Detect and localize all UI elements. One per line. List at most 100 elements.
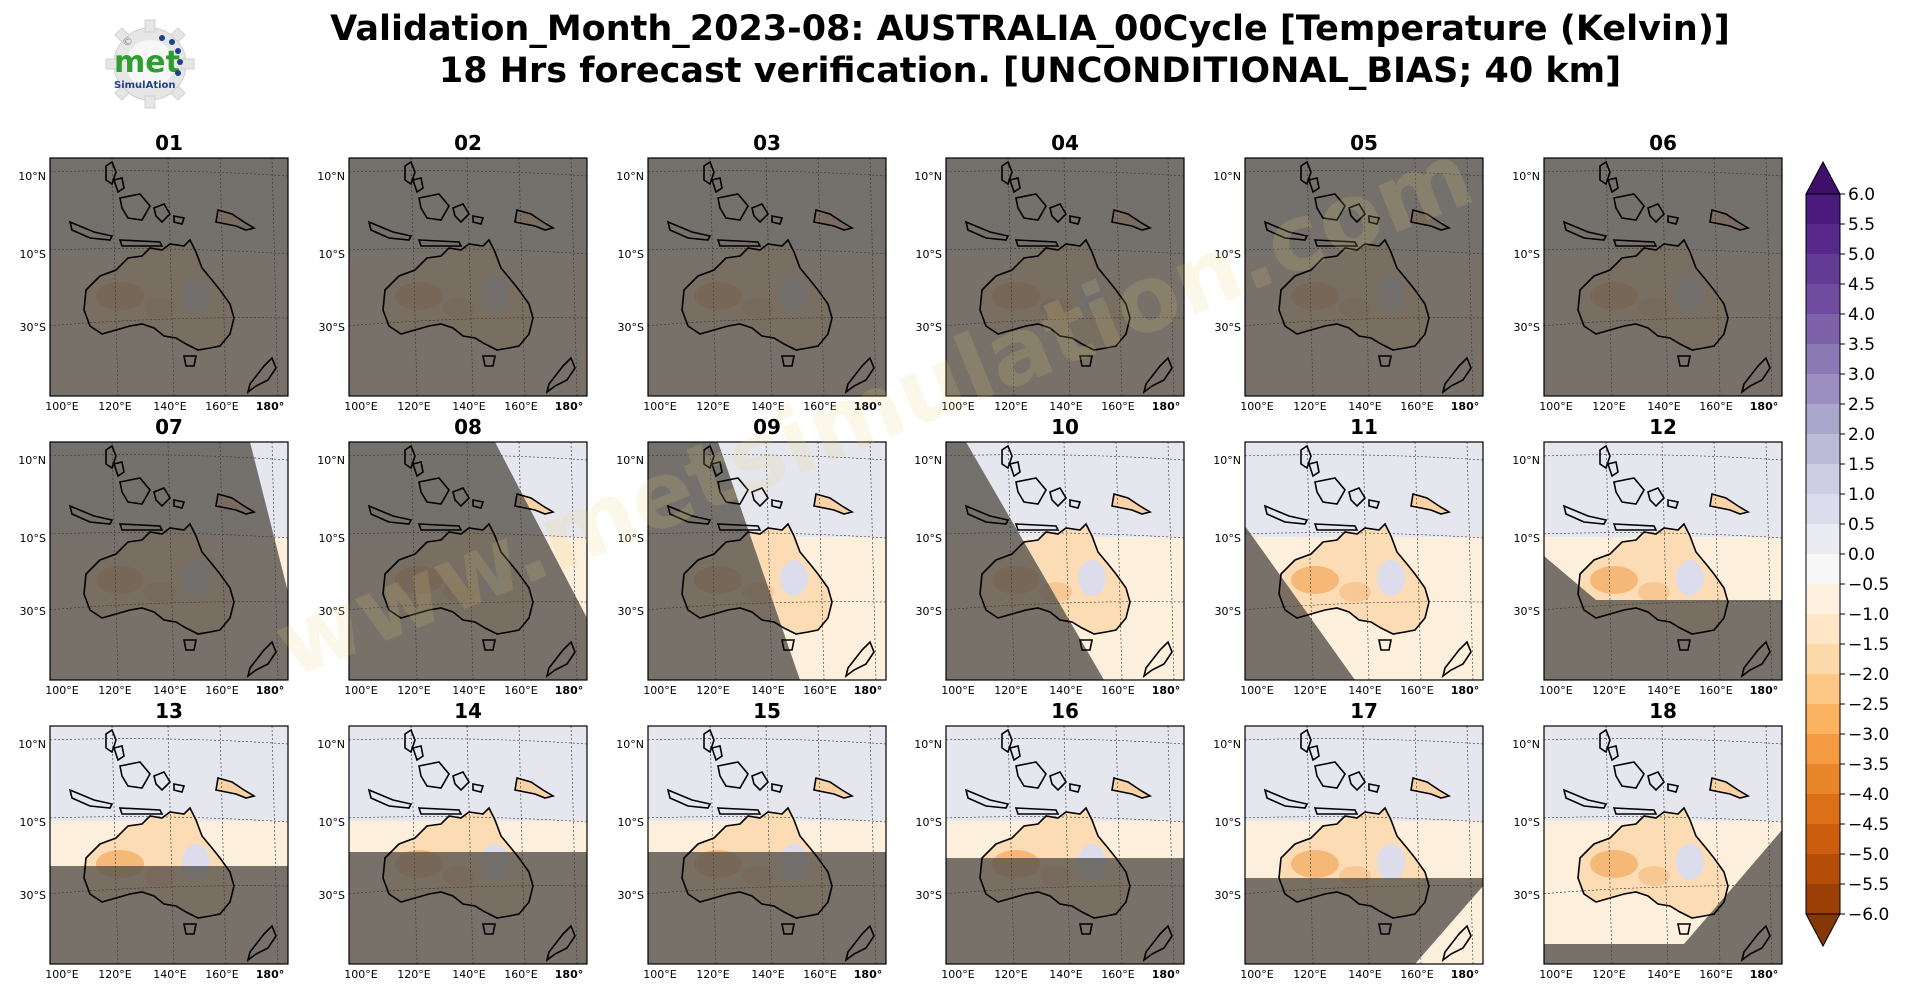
coastlines (666, 160, 875, 394)
colorbar-segment (1806, 194, 1840, 225)
warm-bias-patch (1291, 566, 1339, 594)
lat-label: 30°S (618, 889, 644, 902)
coastlines (666, 444, 875, 678)
panel-title: 04 (1051, 131, 1079, 155)
warm-bias-patch (1638, 866, 1670, 886)
colorbar-tick-label: 0.0 (1848, 545, 1875, 565)
lat-label: 10°S (916, 816, 942, 829)
new-guinea-landmass (814, 778, 852, 798)
lon-label: 180° (1451, 684, 1479, 697)
coastlines (1263, 728, 1472, 962)
colorbar-segment (1806, 344, 1840, 375)
map-panel-13: 13 10°N 10°S 30°S 100°E 120°E 140°E 160°E 180° (18, 699, 289, 981)
lon-label: 120°E (1592, 684, 1625, 697)
lat-label: 30°S (916, 605, 942, 618)
lon-label: 120°E (696, 400, 729, 413)
lon-label: 180° (854, 400, 882, 413)
new-guinea-landmass (1710, 778, 1748, 798)
new-guinea-landmass (1411, 778, 1449, 798)
map-panel-15: 15 10°N 10°S 30°S 100°E 120°E 140°E 160°E 180° (616, 699, 887, 981)
cool-bias-patch (1676, 560, 1704, 596)
lat-label: 30°S (20, 321, 46, 334)
lat-label: 10°N (1512, 454, 1540, 467)
lon-label: 140°E (452, 400, 485, 413)
lon-label: 180° (1152, 968, 1180, 981)
lon-label: 100°E (1539, 968, 1572, 981)
lon-label: 100°E (344, 684, 377, 697)
map-panel-11: 11 10°N 10°S 30°S 100°E 120°E 140°E 160°E 180° (1213, 415, 1484, 697)
new-guinea-landmass (1112, 494, 1150, 514)
graticule (648, 158, 886, 396)
lat-label: 10°N (616, 454, 644, 467)
colorbar-segment (1806, 584, 1840, 615)
map-panel-02: 02 10°N 10°S 30°S 100°E 120°E 140°E 160°E 180° (317, 131, 588, 413)
panel-border (647, 725, 887, 965)
lon-label: 120°E (397, 968, 430, 981)
lon-label: 140°E (153, 968, 186, 981)
lon-label: 160°E (1400, 684, 1433, 697)
lat-label: 30°S (1514, 889, 1540, 902)
lat-label: 10°N (317, 738, 345, 751)
tropical-ocean-field (946, 726, 1184, 821)
coastlines (1263, 160, 1472, 394)
lat-label: 10°S (618, 248, 644, 261)
map-panel-09: 09 10°N 10°S 30°S 100°E 120°E 140°E 160°E 180° (616, 415, 887, 697)
cool-bias-patch (780, 560, 808, 596)
warm-bias-patch (1590, 566, 1638, 594)
lat-label: 10°S (319, 532, 345, 545)
lon-label: 100°E (643, 684, 676, 697)
graticule (349, 442, 587, 680)
colorbar-tick-label: −0.5 (1848, 575, 1889, 595)
colorbar-tick-label: 3.5 (1848, 335, 1875, 355)
lon-label: 120°E (994, 400, 1027, 413)
colorbar-segment (1806, 644, 1840, 675)
map-panel-03: 03 10°N 10°S 30°S 100°E 120°E 140°E 160°E 180° (616, 131, 887, 413)
panel-title: 10 (1051, 415, 1079, 439)
lat-label: 30°S (319, 605, 345, 618)
colorbar-tick-label: −6.0 (1848, 905, 1889, 925)
missing-data-mask (50, 442, 288, 680)
colorbar-tick-label: 6.0 (1848, 185, 1875, 205)
colorbar-segment (1806, 854, 1840, 885)
lon-label: 140°E (452, 968, 485, 981)
lon-label: 160°E (504, 400, 537, 413)
lat-label: 30°S (916, 889, 942, 902)
lat-label: 10°N (1512, 738, 1540, 751)
colorbar-tick-label: −1.5 (1848, 635, 1889, 655)
lon-label: 160°E (205, 684, 238, 697)
colorbar-segment (1806, 794, 1840, 825)
lon-label: 120°E (397, 400, 430, 413)
lat-label: 30°S (319, 889, 345, 902)
colorbar-tick-label: 4.5 (1848, 275, 1875, 295)
graticule (1544, 442, 1782, 680)
missing-data-mask (1544, 158, 1782, 396)
lon-label: 140°E (751, 968, 784, 981)
colorbar-tick-label: 4.0 (1848, 305, 1875, 325)
colorbar-tick-label: 1.5 (1848, 455, 1875, 475)
panel-border (1244, 157, 1484, 397)
lat-label: 10°N (616, 170, 644, 183)
lon-label: 100°E (643, 968, 676, 981)
graticule (349, 158, 587, 396)
coastlines (964, 728, 1173, 962)
lon-label: 120°E (98, 400, 131, 413)
lat-label: 10°N (1512, 170, 1540, 183)
new-guinea-landmass (814, 494, 852, 514)
lat-label: 30°S (618, 605, 644, 618)
panel-border (945, 157, 1185, 397)
map-panel-05: 05 10°N 10°S 30°S 100°E 120°E 140°E 160°E 180° (1213, 131, 1484, 413)
map-panel-14: 14 10°N 10°S 30°S 100°E 120°E 140°E 160°E 180° (317, 699, 588, 981)
lon-label: 160°E (1101, 968, 1134, 981)
lon-label: 160°E (1699, 684, 1732, 697)
lon-label: 180° (1451, 400, 1479, 413)
coastlines (367, 444, 576, 678)
colorbar-tick-label: −1.0 (1848, 605, 1889, 625)
tropical-ocean-field (50, 726, 288, 821)
lon-label: 120°E (1293, 684, 1326, 697)
tropical-ocean-field (648, 726, 886, 821)
colorbar-tick-label: −5.0 (1848, 845, 1889, 865)
map-panel-08: 08 10°N 10°S 30°S 100°E 120°E 140°E 160°E 180° (317, 415, 588, 697)
panel-title: 07 (155, 415, 183, 439)
colorbar-segment (1806, 614, 1840, 645)
lat-label: 10°S (618, 532, 644, 545)
